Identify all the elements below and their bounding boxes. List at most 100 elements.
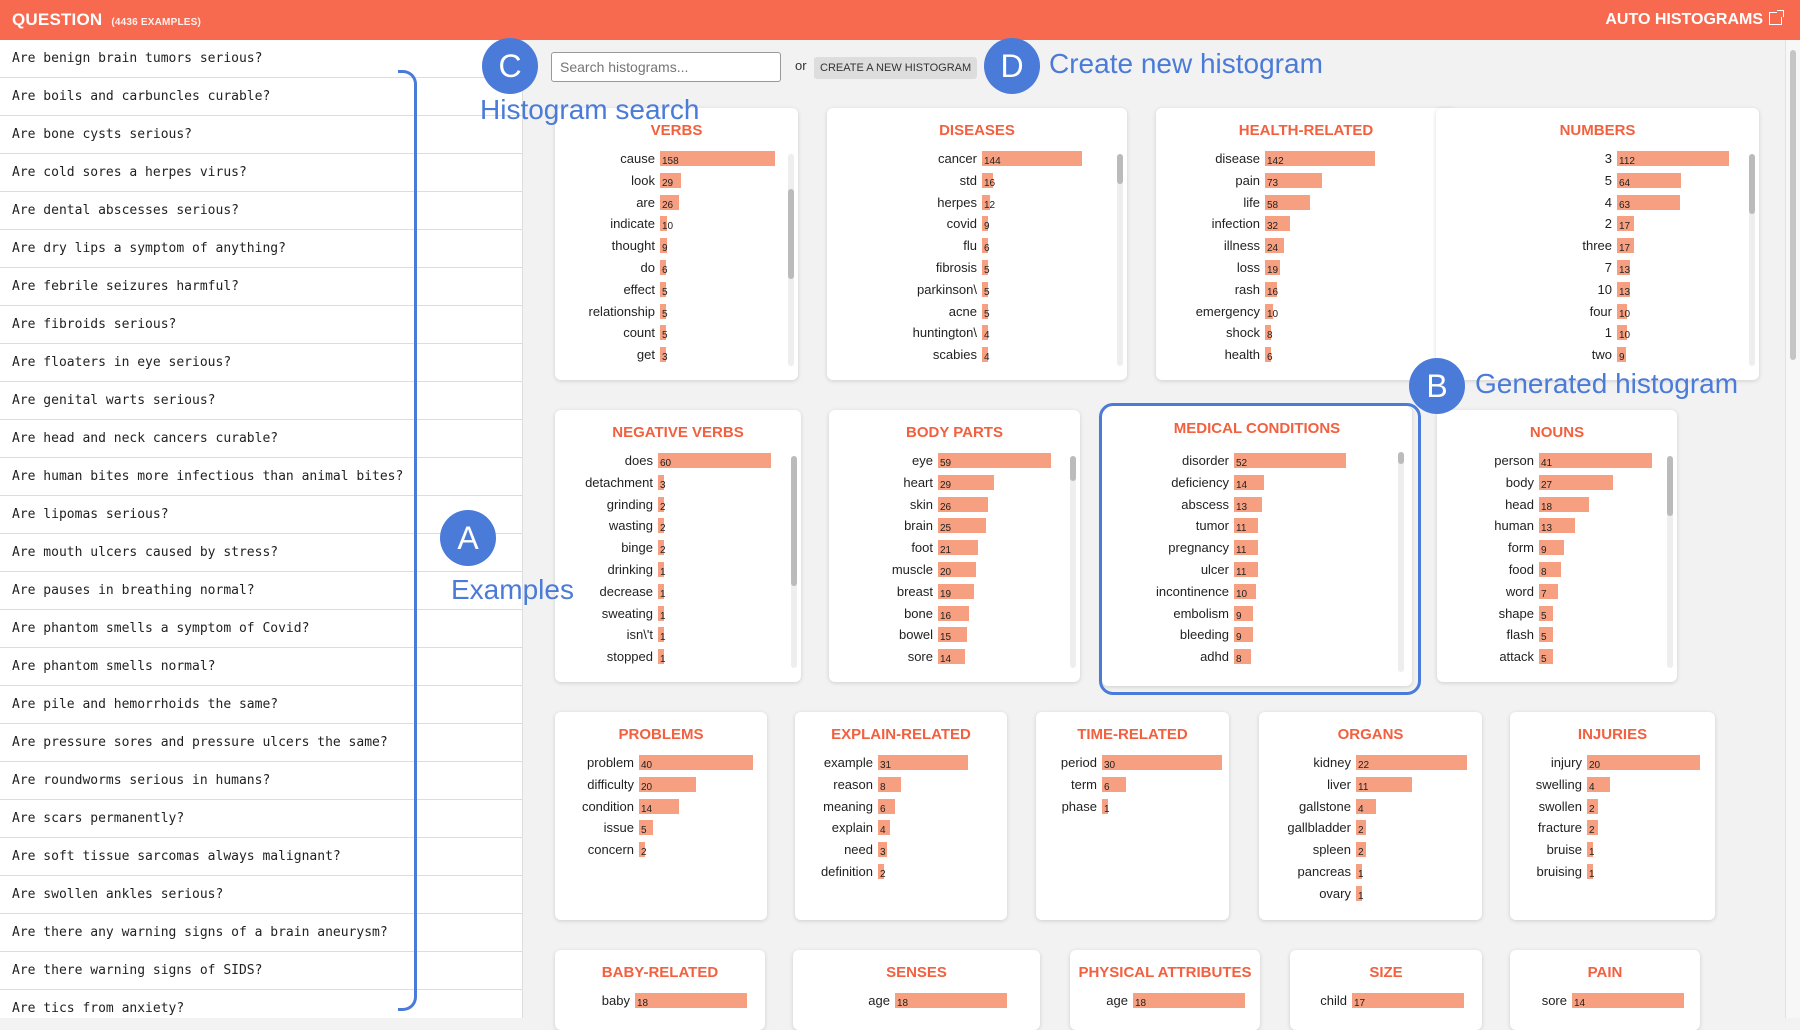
histogram-row[interactable]: does [555, 452, 653, 470]
histogram-row[interactable]: disease [1156, 150, 1260, 168]
histogram-row[interactable]: effect [555, 281, 655, 299]
histogram-row[interactable]: shock [1156, 324, 1260, 342]
histogram-row[interactable]: 1 [1436, 324, 1612, 342]
histogram-scrollbar[interactable] [1667, 456, 1673, 668]
histogram-row[interactable]: attack [1437, 648, 1534, 666]
histogram-row[interactable]: explain [795, 819, 873, 837]
histogram-scrollbar-thumb[interactable] [791, 456, 797, 586]
histogram-scrollbar-thumb[interactable] [1117, 154, 1123, 184]
histogram-row[interactable]: scabies [827, 346, 977, 364]
histogram-row[interactable]: covid [827, 215, 977, 233]
histogram-row[interactable]: get [555, 346, 655, 364]
histogram-row[interactable]: term [1036, 776, 1097, 794]
histogram-row[interactable]: 2 [1436, 215, 1612, 233]
histogram-scrollbar-thumb[interactable] [1398, 452, 1404, 464]
histogram-row[interactable]: sore [829, 648, 933, 666]
histogram-row[interactable]: bleeding [1102, 626, 1229, 644]
histogram-row[interactable]: illness [1156, 237, 1260, 255]
histogram-row[interactable]: sore [1510, 992, 1567, 1010]
histogram-card[interactable]: DISEASES cancer 144 std 16 herpes 12 covid 9 flu 6… [827, 108, 1127, 380]
histogram-row[interactable]: eye [829, 452, 933, 470]
histogram-row[interactable]: four [1436, 303, 1612, 321]
histogram-row[interactable]: fibrosis [827, 259, 977, 277]
histogram-row[interactable]: 10 [1436, 281, 1612, 299]
histogram-card[interactable]: VERBS cause 158 look 29 are 26 indicate 10 though… [555, 108, 798, 380]
histogram-row[interactable]: cause [555, 150, 655, 168]
histogram-row[interactable]: three [1436, 237, 1612, 255]
histogram-row[interactable]: gallbladder [1259, 819, 1351, 837]
histogram-row[interactable]: 5 [1436, 172, 1612, 190]
histogram-card[interactable]: HEALTH-RELATED disease 142 pain 73 life 58 infe… [1156, 108, 1456, 380]
example-row[interactable]: Are dental abscesses serious? [0, 192, 522, 230]
histogram-row[interactable]: age [1070, 992, 1128, 1010]
histogram-row[interactable]: thought [555, 237, 655, 255]
histogram-row[interactable]: heart [829, 474, 933, 492]
histogram-row[interactable]: health [1156, 346, 1260, 364]
histogram-row[interactable]: deficiency [1102, 474, 1229, 492]
histogram-row[interactable]: breast [829, 583, 933, 601]
create-histogram-button[interactable]: CREATE A NEW HISTOGRAM [814, 57, 978, 79]
histogram-row[interactable]: period [1036, 754, 1097, 772]
histogram-card[interactable]: BABY-RELATED baby 18 [555, 950, 765, 1030]
histogram-card[interactable]: SIZE child 17 [1290, 950, 1482, 1030]
example-row[interactable]: Are fibroids serious? [0, 306, 522, 344]
histogram-row[interactable]: ulcer [1102, 561, 1229, 579]
histogram-row[interactable]: food [1437, 561, 1534, 579]
histogram-scrollbar-thumb[interactable] [1667, 456, 1673, 516]
example-row[interactable]: Are pressure sores and pressure ulcers t… [0, 724, 522, 762]
histogram-row[interactable]: std [827, 172, 977, 190]
histogram-row[interactable]: injury [1510, 754, 1582, 772]
histogram-row[interactable]: fracture [1510, 819, 1582, 837]
scrollbar-thumb[interactable] [1790, 50, 1796, 360]
histogram-row[interactable]: parkinson\ [827, 281, 977, 299]
histogram-row[interactable]: cancer [827, 150, 977, 168]
histogram-scrollbar[interactable] [791, 456, 797, 668]
histogram-row[interactable]: infection [1156, 215, 1260, 233]
histogram-row[interactable]: indicate [555, 215, 655, 233]
histogram-row[interactable]: abscess [1102, 496, 1229, 514]
histogram-row[interactable]: phase [1036, 798, 1097, 816]
example-row[interactable]: Are bone cysts serious? [0, 116, 522, 154]
histogram-scrollbar-thumb[interactable] [788, 189, 794, 279]
histogram-scrollbar-thumb[interactable] [1070, 456, 1076, 481]
histogram-row[interactable]: foot [829, 539, 933, 557]
histogram-row[interactable]: brain [829, 517, 933, 535]
histogram-scrollbar-thumb[interactable] [1749, 154, 1755, 214]
histogram-row[interactable]: person [1437, 452, 1534, 470]
histogram-card[interactable]: PAIN sore 14 [1510, 950, 1700, 1030]
histogram-card[interactable]: PHYSICAL ATTRIBUTES age 18 [1070, 950, 1260, 1030]
histogram-row[interactable]: swollen [1510, 798, 1582, 816]
histogram-row[interactable]: age [793, 992, 890, 1010]
histogram-row[interactable]: gallstone [1259, 798, 1351, 816]
auto-histograms-link[interactable]: AUTO HISTOGRAMS [1605, 10, 1784, 29]
histogram-scrollbar[interactable] [1749, 154, 1755, 366]
histogram-row[interactable]: head [1437, 496, 1534, 514]
search-input[interactable] [551, 52, 781, 82]
example-row[interactable]: Are roundworms serious in humans? [0, 762, 522, 800]
histogram-card[interactable]: BODY PARTS eye 59 heart 29 skin 26 brain 25 foot 2… [829, 410, 1080, 682]
histogram-row[interactable]: need [795, 841, 873, 859]
example-row[interactable]: Are pile and hemorrhoids the same? [0, 686, 522, 724]
histogram-row[interactable]: binge [555, 539, 653, 557]
histogram-row[interactable]: pregnancy [1102, 539, 1229, 557]
histogram-row[interactable]: pancreas [1259, 863, 1351, 881]
histogram-card[interactable]: NOUNS person 41 body 27 head 18 human 13 form 9 foo… [1437, 410, 1677, 682]
histogram-row[interactable]: huntington\ [827, 324, 977, 342]
histogram-row[interactable]: child [1290, 992, 1347, 1010]
histogram-row[interactable]: drinking [555, 561, 653, 579]
example-row[interactable]: Are phantom smells a symptom of Covid? [0, 610, 522, 648]
histogram-row[interactable]: emergency [1156, 303, 1260, 321]
histogram-row[interactable]: shape [1437, 605, 1534, 623]
example-row[interactable]: Are head and neck cancers curable? [0, 420, 522, 458]
example-row[interactable]: Are floaters in eye serious? [0, 344, 522, 382]
example-row[interactable]: Are mouth ulcers caused by stress? [0, 534, 522, 572]
histogram-row[interactable]: swelling [1510, 776, 1582, 794]
example-row[interactable]: Are swollen ankles serious? [0, 876, 522, 914]
histogram-row[interactable]: 7 [1436, 259, 1612, 277]
histogram-row[interactable]: concern [555, 841, 634, 859]
example-row[interactable]: Are dry lips a symptom of anything? [0, 230, 522, 268]
example-row[interactable]: Are scars permanently? [0, 800, 522, 838]
histogram-card[interactable]: NUMBERS 3 112 5 64 4 63 2 17 three 17 7 13 10 13 four 10… [1436, 108, 1759, 380]
histogram-row[interactable]: form [1437, 539, 1534, 557]
histogram-row[interactable]: tumor [1102, 517, 1229, 535]
